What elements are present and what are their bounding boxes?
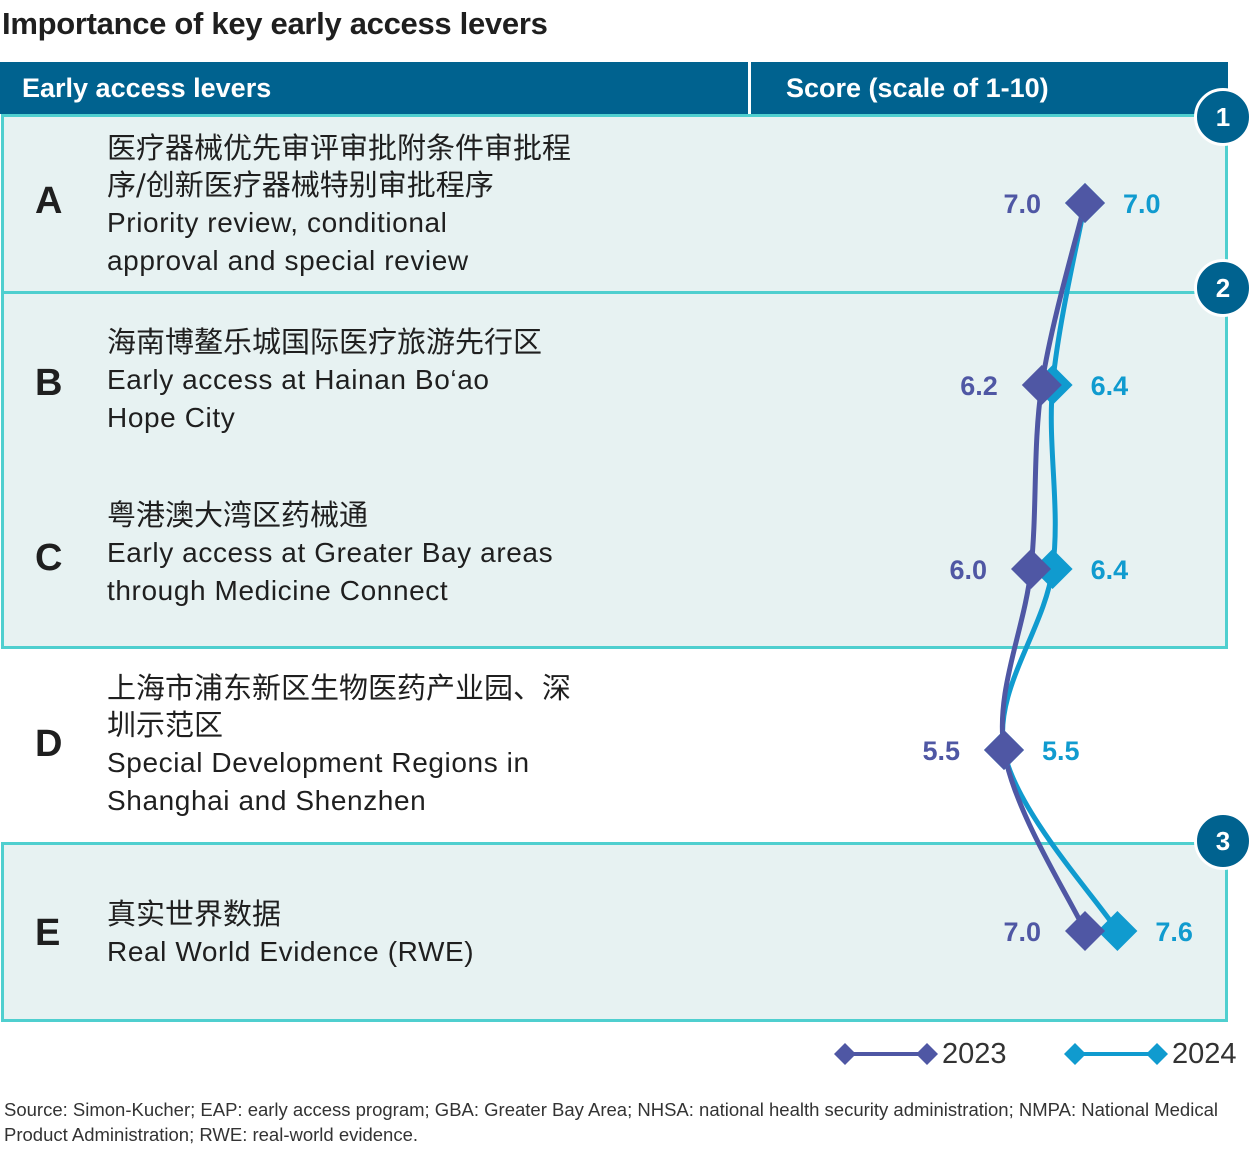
row-b-english: Early access at Hainan Bo‘ao Hope City (107, 364, 490, 433)
legend-2024-swatch (1064, 1043, 1168, 1065)
point-2023-d (984, 730, 1024, 770)
label-2024-d: 5.5 (1042, 736, 1080, 766)
point-2023-c (1011, 549, 1051, 589)
row-d-text: 上海市浦东新区生物医药产业园、深圳示范区 Special Development… (107, 670, 587, 820)
header-levers: Early access levers (0, 62, 748, 114)
row-e-text: 真实世界数据 Real World Evidence (RWE) (107, 896, 607, 971)
row-divider (1, 291, 1228, 294)
row-a-text: 医疗器械优先审评审批附条件审批程序/创新医疗器械特别审批程序 Priority … (107, 130, 587, 280)
row-d-english: Special Development Regions in Shanghai … (107, 747, 530, 816)
row-e-english: Real World Evidence (RWE) (107, 936, 475, 967)
row-letter-e: E (35, 912, 61, 954)
point-2023-a (1065, 183, 1105, 223)
label-2023-d: 5.5 (922, 736, 960, 766)
source-note: Source: Simon-Kucher; EAP: early access … (4, 1099, 1218, 1145)
row-e-chinese: 真实世界数据 (107, 897, 282, 931)
row-letter-d: D (35, 723, 63, 765)
point-2024-e (1097, 911, 1138, 951)
row-b-chinese: 海南博鳌乐城国际医疗旅游先行区 (107, 325, 543, 359)
label-2023-c: 6.0 (949, 555, 987, 585)
header-score: Score (scale of 1-10) (751, 62, 1228, 114)
row-letter-a: A (35, 180, 63, 222)
legend-2023-label: 2023 (942, 1038, 1007, 1070)
chart-title: Importance of key early access levers (2, 6, 548, 41)
label-2023-e: 7.0 (1003, 917, 1041, 947)
row-c-chinese: 粤港澳大湾区药械通 (107, 498, 369, 532)
row-letter-b: B (35, 362, 63, 404)
label-2024-a: 7.0 (1123, 189, 1161, 219)
row-c-text: 粤港澳大湾区药械通 Early access at Greater Bay ar… (107, 497, 607, 610)
label-2023-b: 6.2 (960, 371, 998, 401)
point-2024-c (1032, 549, 1073, 589)
row-b-text: 海南博鳌乐城国际医疗旅游先行区 Early access at Hainan B… (107, 324, 607, 437)
highlight-band-bottom (1, 842, 1228, 1022)
legend-2023-swatch (834, 1043, 938, 1065)
row-d-chinese: 上海市浦东新区生物医药产业园、深圳示范区 (107, 671, 572, 742)
label-2024-e: 7.6 (1155, 917, 1193, 947)
label-2024-b: 6.4 (1091, 371, 1129, 401)
row-a-english: Priority review, conditional approval an… (107, 207, 469, 276)
label-2023-a: 7.0 (1003, 189, 1041, 219)
row-c-english: Early access at Greater Bay areas throug… (107, 537, 554, 606)
badge-3: 3 (1194, 812, 1250, 870)
legend-2024-label: 2024 (1172, 1038, 1237, 1070)
point-2023-e (1065, 911, 1105, 951)
point-2023-b (1021, 365, 1062, 405)
label-2024-c: 6.4 (1091, 555, 1129, 585)
row-a-chinese: 医疗器械优先审评审批附条件审批程序/创新医疗器械特别审批程序 (107, 131, 572, 202)
row-letter-c: C (35, 537, 63, 579)
badge-1: 1 (1194, 88, 1250, 146)
